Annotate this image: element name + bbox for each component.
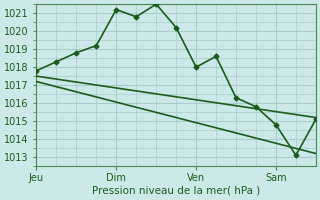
X-axis label: Pression niveau de la mer( hPa ): Pression niveau de la mer( hPa ) [92,186,260,196]
